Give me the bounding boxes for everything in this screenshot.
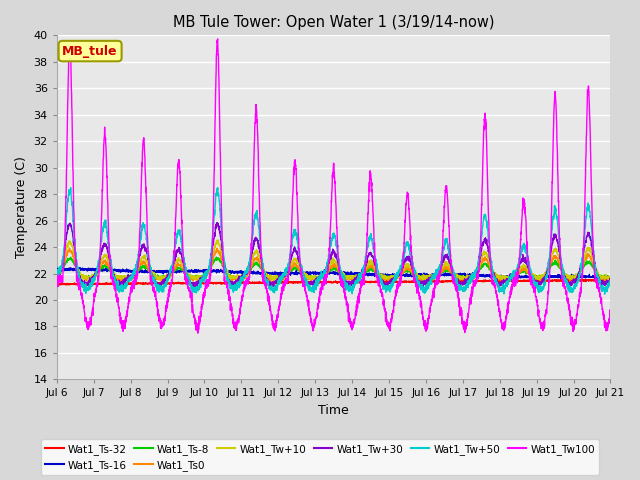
Y-axis label: Temperature (C): Temperature (C) [15, 156, 28, 258]
Wat1_Ts-16 [536, 273, 544, 279]
Wat1_Tw100 [596, 294, 604, 300]
Wat1_Tw100 [53, 280, 61, 286]
Wat1_Tw100 [290, 175, 298, 181]
X-axis label: Time: Time [318, 404, 349, 417]
Wat1_Ts-16 [116, 268, 124, 274]
Wat1_Tw100 [116, 310, 124, 316]
Wat1_Ts-8 [67, 254, 74, 260]
Wat1_Ts-16 [607, 276, 614, 281]
Wat1_Ts0 [502, 279, 510, 285]
Wat1_Ts-8 [566, 277, 574, 283]
Wat1_Tw100 [149, 288, 157, 294]
Wat1_Tw+30 [116, 281, 124, 287]
Wat1_Ts-32 [116, 281, 124, 287]
Wat1_Ts-8 [266, 274, 273, 279]
Wat1_Ts-8 [596, 273, 604, 279]
Wat1_Ts-16 [53, 265, 61, 271]
Wat1_Tw+10 [266, 275, 273, 280]
Wat1_Tw+10 [214, 237, 222, 243]
Wat1_Ts-32 [289, 279, 297, 285]
Wat1_Tw100 [214, 36, 221, 42]
Wat1_Tw+30 [607, 277, 614, 283]
Wat1_Ts0 [596, 273, 604, 278]
Wat1_Ts0 [536, 276, 544, 282]
Wat1_Ts-8 [53, 273, 61, 278]
Wat1_Ts-16 [289, 271, 297, 276]
Wat1_Tw+30 [53, 272, 61, 278]
Wat1_Ts-8 [116, 274, 124, 280]
Wat1_Tw+50 [116, 288, 124, 294]
Wat1_Tw+30 [190, 286, 198, 292]
Wat1_Tw+30 [536, 281, 544, 287]
Text: MB_tule: MB_tule [62, 45, 118, 58]
Wat1_Ts0 [266, 277, 273, 283]
Wat1_Ts0 [116, 278, 124, 284]
Wat1_Tw+10 [419, 277, 427, 283]
Line: Wat1_Tw+30: Wat1_Tw+30 [57, 223, 611, 289]
Wat1_Tw100 [194, 330, 202, 336]
Wat1_Tw+50 [67, 185, 74, 191]
Line: Wat1_Ts-32: Wat1_Ts-32 [57, 279, 611, 285]
Wat1_Ts-32 [53, 281, 61, 287]
Wat1_Ts-8 [149, 274, 157, 280]
Wat1_Ts0 [607, 276, 614, 282]
Wat1_Tw+10 [607, 276, 614, 282]
Legend: Wat1_Ts-32, Wat1_Ts-16, Wat1_Ts-8, Wat1_Ts0, Wat1_Tw+10, Wat1_Tw+30, Wat1_Tw+50,: Wat1_Ts-32, Wat1_Ts-16, Wat1_Ts-8, Wat1_… [41, 439, 599, 475]
Wat1_Ts0 [53, 276, 61, 282]
Wat1_Tw+10 [116, 275, 124, 281]
Wat1_Tw100 [536, 318, 544, 324]
Wat1_Ts-16 [596, 275, 604, 280]
Wat1_Tw+50 [53, 271, 61, 277]
Wat1_Tw100 [607, 314, 614, 320]
Wat1_Tw+30 [290, 248, 298, 254]
Wat1_Ts-16 [58, 264, 65, 270]
Wat1_Tw+50 [289, 234, 297, 240]
Wat1_Ts-32 [266, 280, 273, 286]
Wat1_Tw+30 [266, 280, 273, 286]
Wat1_Tw+10 [289, 258, 297, 264]
Wat1_Ts0 [289, 263, 297, 268]
Wat1_Tw+50 [536, 287, 544, 293]
Wat1_Ts-16 [149, 270, 157, 276]
Wat1_Ts-32 [149, 280, 157, 286]
Wat1_Ts-8 [607, 275, 614, 280]
Wat1_Ts0 [66, 245, 74, 251]
Title: MB Tule Tower: Open Water 1 (3/19/14-now): MB Tule Tower: Open Water 1 (3/19/14-now… [173, 15, 494, 30]
Wat1_Tw+30 [149, 276, 157, 282]
Wat1_Tw+50 [266, 285, 273, 291]
Wat1_Tw+10 [596, 273, 604, 279]
Wat1_Ts-32 [596, 278, 604, 284]
Line: Wat1_Ts-8: Wat1_Ts-8 [57, 257, 611, 280]
Wat1_Tw+50 [607, 280, 614, 286]
Wat1_Tw+50 [149, 277, 157, 283]
Line: Wat1_Ts-16: Wat1_Ts-16 [57, 267, 611, 279]
Wat1_Ts-32 [606, 276, 614, 282]
Line: Wat1_Tw+50: Wat1_Tw+50 [57, 188, 611, 294]
Wat1_Tw+10 [536, 274, 544, 280]
Line: Wat1_Ts0: Wat1_Ts0 [57, 248, 611, 282]
Wat1_Tw+10 [149, 269, 157, 275]
Wat1_Ts-8 [536, 274, 544, 280]
Wat1_Tw+30 [213, 220, 221, 226]
Wat1_Tw+10 [53, 273, 61, 278]
Wat1_Ts-32 [607, 277, 614, 283]
Wat1_Tw+30 [596, 279, 604, 285]
Wat1_Ts0 [149, 272, 157, 278]
Wat1_Tw+50 [601, 291, 609, 297]
Wat1_Ts-8 [289, 266, 297, 272]
Line: Wat1_Tw+10: Wat1_Tw+10 [57, 240, 611, 280]
Wat1_Ts-16 [266, 271, 273, 276]
Wat1_Ts-32 [79, 282, 87, 288]
Line: Wat1_Tw100: Wat1_Tw100 [57, 39, 611, 333]
Wat1_Ts-16 [605, 276, 613, 282]
Wat1_Tw+50 [596, 279, 604, 285]
Wat1_Ts-32 [536, 278, 544, 284]
Wat1_Tw100 [266, 300, 273, 306]
